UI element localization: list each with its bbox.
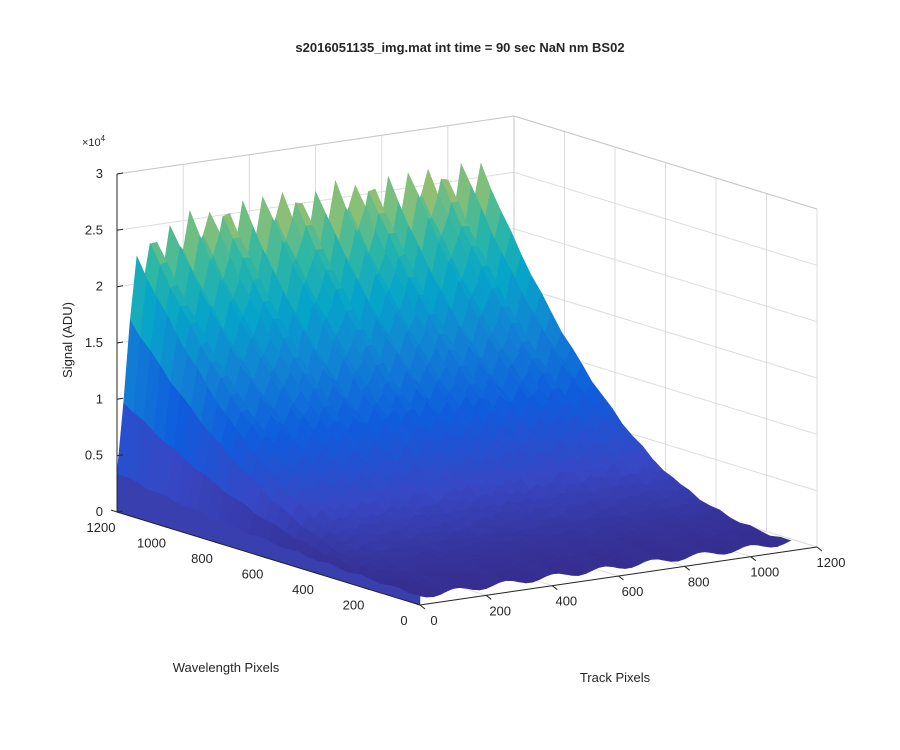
surface-left-wall (116, 474, 421, 606)
z-tick-label: 3 (96, 166, 103, 181)
z-tick-label: 0.5 (85, 448, 103, 463)
z-tick-label: 1 (96, 391, 103, 406)
x-tick-labels: 0 200 400 600 800 1000 1200 (419, 546, 846, 628)
y-axis-label: Wavelength Pixels (173, 660, 280, 675)
z-tick-label: 2 (96, 279, 103, 294)
y-tick-mark (211, 540, 219, 544)
x-tick-mark (551, 585, 558, 591)
z-tick-label: 1.5 (85, 335, 103, 350)
y-tick-mark (110, 509, 118, 513)
y-tick-mark (262, 556, 269, 559)
x-tick-mark (419, 604, 426, 610)
z-tick-mark (116, 228, 124, 231)
z-tick-labels: 0 0.5 1 1.5 2 2.5 3 (85, 166, 124, 519)
chart-title: s2016051135_img.mat int time = 90 sec Na… (295, 40, 624, 55)
y-tick-label: 600 (242, 567, 264, 582)
x-tick-mark (485, 594, 492, 600)
z-exponent-power: 4 (101, 134, 106, 143)
z-exponent-label: ×104 (82, 134, 106, 149)
y-tick-mark (363, 587, 370, 590)
x-tick-mark (750, 556, 757, 562)
z-tick-mark (116, 172, 124, 175)
box-edge (513, 115, 818, 210)
x-tick-label: 1200 (817, 555, 846, 570)
z-tick-label: 0 (96, 504, 103, 519)
grid-line (513, 171, 818, 266)
y-tick-label: 1000 (137, 536, 166, 551)
x-tick-label: 0 (430, 613, 437, 628)
y-tick-mark (161, 525, 168, 528)
signal-surface (116, 162, 792, 606)
x-tick-mark (684, 565, 691, 571)
z-tick-mark (116, 285, 124, 288)
x-axis-label: Track Pixels (580, 670, 651, 685)
z-tick-mark (116, 397, 124, 400)
z-exponent-base: ×10 (82, 137, 101, 149)
y-tick-mark (312, 571, 320, 575)
y-tick-labels: 0 200 400 600 800 1000 1200 (87, 509, 421, 628)
grid-line (513, 284, 818, 379)
x-tick-mark (816, 546, 823, 552)
grid-line (513, 228, 818, 323)
box-edge (116, 115, 515, 175)
x-tick-label: 1000 (750, 565, 779, 580)
z-tick-mark (116, 510, 124, 513)
z-tick-mark (116, 341, 124, 344)
x-tick-label: 600 (622, 584, 644, 599)
z-tick-label: 2.5 (85, 222, 103, 237)
y-tick-label: 800 (191, 551, 213, 566)
y-tick-label: 1200 (87, 520, 116, 535)
z-tick-mark (116, 454, 124, 457)
x-tick-label: 200 (489, 603, 511, 618)
y-tick-label: 400 (292, 582, 314, 597)
x-tick-mark (618, 575, 624, 581)
x-tick-label: 800 (688, 574, 710, 589)
x-tick-label: 400 (555, 594, 577, 609)
y-tick-label: 200 (343, 598, 365, 613)
z-axis-label: Signal (ADU) (60, 302, 75, 378)
y-tick-label: 0 (400, 613, 407, 628)
y-tick-mark (413, 602, 421, 606)
